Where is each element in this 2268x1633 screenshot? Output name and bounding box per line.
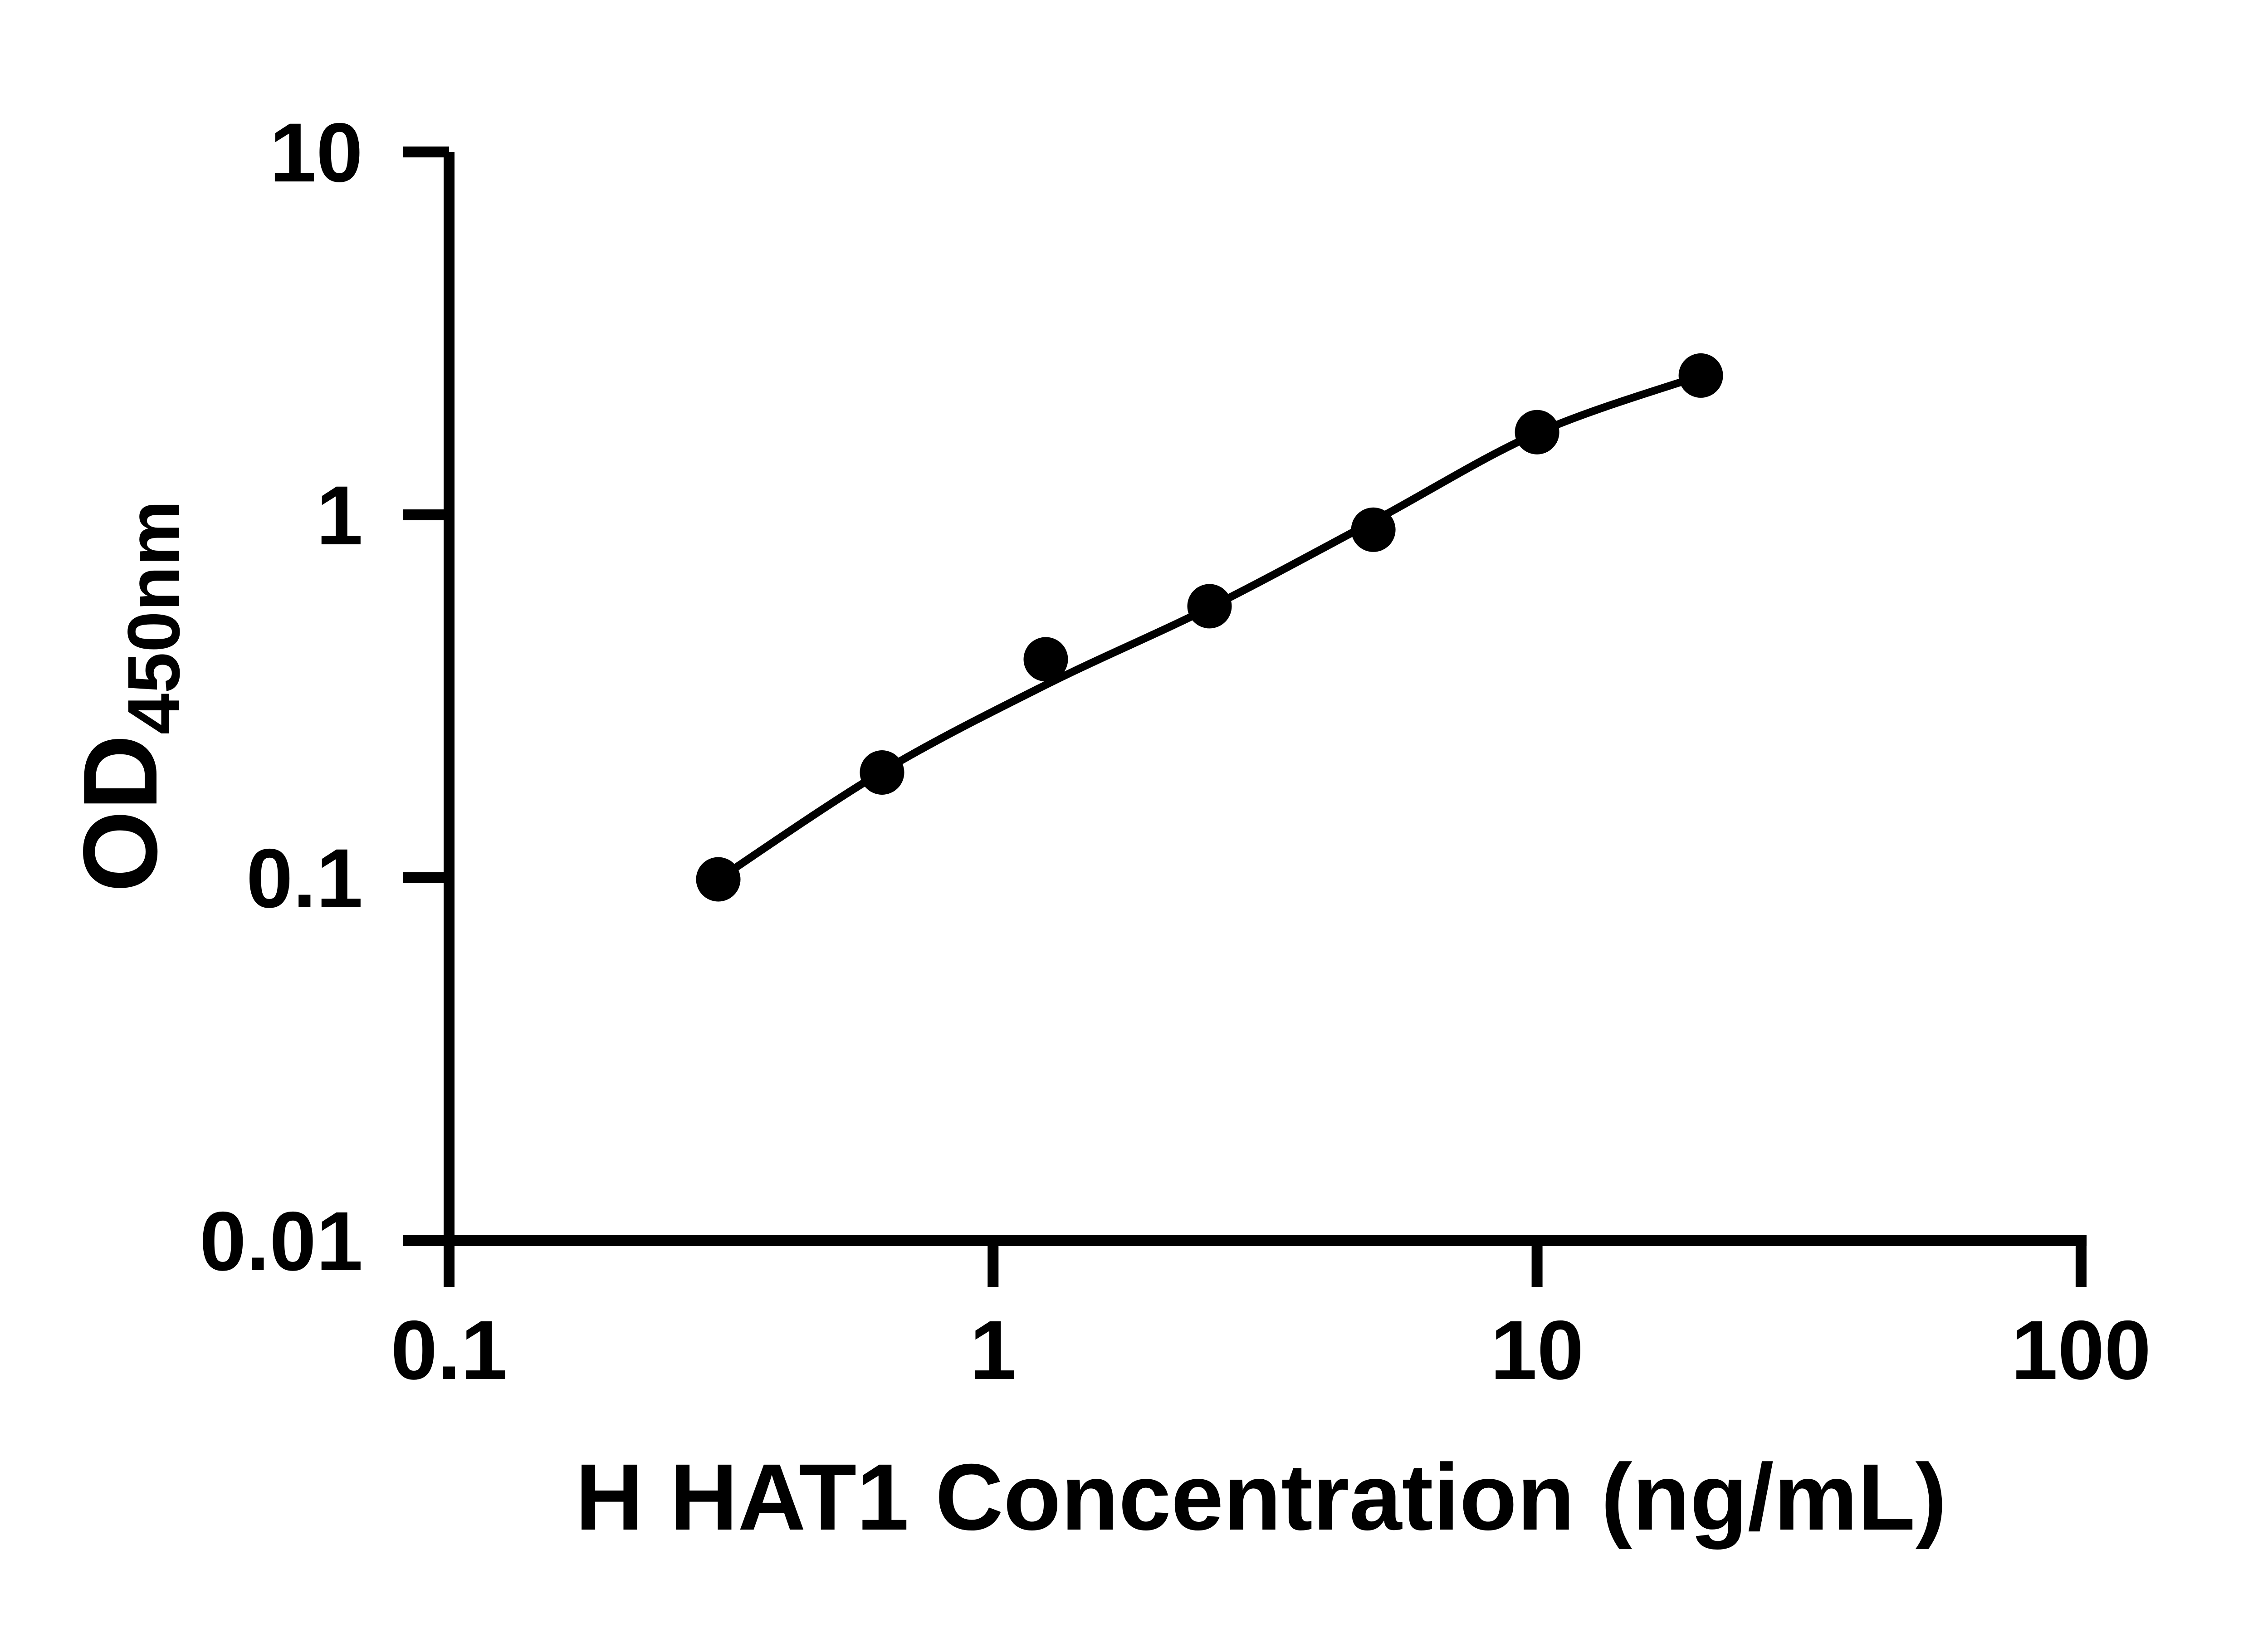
x-axis-title: H HAT1 Concentration (ng/mL) — [575, 1445, 1947, 1550]
data-point — [860, 750, 904, 795]
y-tick-label: 10 — [269, 106, 363, 200]
y-tick-labels: 0.01 0.1 1 10 — [200, 106, 363, 1288]
data-point — [1187, 584, 1232, 629]
data-points — [696, 353, 1723, 902]
y-ticks — [403, 147, 449, 1246]
data-point — [696, 857, 741, 902]
data-point — [1351, 507, 1396, 552]
data-point — [1515, 410, 1559, 455]
x-tick-label: 10 — [1491, 1304, 1584, 1397]
x-ticks — [444, 1241, 2087, 1287]
axes — [403, 152, 2087, 1246]
data-point — [1678, 353, 1723, 398]
y-axis-title: OD450nm — [62, 500, 195, 892]
data-point — [1023, 637, 1068, 682]
y-title-sub: 450nm — [112, 500, 195, 734]
y-tick-label: 1 — [316, 469, 363, 562]
y-tick-label: 0.1 — [246, 832, 363, 925]
x-tick-labels: 0.1 1 10 100 — [391, 1304, 2151, 1397]
y-tick-label: 0.01 — [200, 1195, 363, 1288]
x-tick-label: 1 — [970, 1304, 1017, 1397]
x-tick-label: 0.1 — [391, 1304, 507, 1397]
y-title-main: OD — [62, 734, 179, 892]
x-tick-label: 100 — [2011, 1304, 2151, 1397]
